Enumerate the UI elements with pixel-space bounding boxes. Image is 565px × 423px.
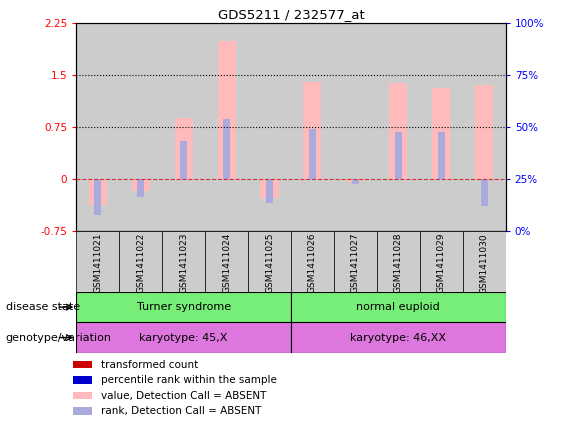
Bar: [72, 392, 92, 399]
Bar: [395, 132, 402, 179]
Bar: [72, 407, 92, 415]
Bar: [291, 292, 506, 322]
Text: GSM1411026: GSM1411026: [308, 233, 317, 294]
Bar: [205, 231, 248, 292]
Bar: [377, 231, 420, 292]
Bar: [89, 179, 107, 205]
Bar: [432, 88, 450, 179]
Text: percentile rank within the sample: percentile rank within the sample: [102, 375, 277, 385]
Text: GSM1411030: GSM1411030: [480, 233, 489, 294]
Bar: [205, 23, 248, 231]
Text: GSM1411023: GSM1411023: [179, 233, 188, 294]
Bar: [309, 129, 316, 179]
Bar: [389, 83, 407, 179]
Bar: [94, 179, 101, 214]
Text: GSM1411025: GSM1411025: [265, 233, 274, 294]
Bar: [334, 23, 377, 231]
Text: GSM1411021: GSM1411021: [93, 233, 102, 294]
Text: genotype/variation: genotype/variation: [6, 332, 112, 343]
Text: GSM1411024: GSM1411024: [222, 233, 231, 294]
Bar: [420, 23, 463, 231]
Bar: [346, 179, 364, 182]
Bar: [248, 231, 291, 292]
Bar: [76, 322, 291, 353]
Text: GSM1411029: GSM1411029: [437, 233, 446, 294]
Bar: [303, 82, 321, 179]
Bar: [266, 179, 273, 203]
Text: value, Detection Call = ABSENT: value, Detection Call = ABSENT: [102, 390, 267, 401]
Title: GDS5211 / 232577_at: GDS5211 / 232577_at: [218, 8, 364, 21]
Bar: [291, 322, 506, 353]
Bar: [260, 179, 279, 198]
Bar: [162, 23, 205, 231]
Bar: [377, 23, 420, 231]
Bar: [180, 141, 187, 179]
Bar: [175, 118, 193, 179]
Bar: [119, 23, 162, 231]
Bar: [132, 179, 150, 191]
Bar: [248, 23, 291, 231]
Bar: [72, 376, 92, 384]
Text: transformed count: transformed count: [102, 360, 199, 370]
Bar: [218, 41, 236, 179]
Bar: [137, 179, 144, 198]
Bar: [223, 118, 230, 179]
Bar: [76, 23, 119, 231]
Bar: [352, 179, 359, 184]
Bar: [119, 231, 162, 292]
Bar: [481, 179, 488, 206]
Bar: [72, 361, 92, 368]
Text: disease state: disease state: [6, 302, 80, 312]
Bar: [76, 292, 291, 322]
Text: normal euploid: normal euploid: [357, 302, 440, 312]
Bar: [291, 23, 334, 231]
Text: Turner syndrome: Turner syndrome: [137, 302, 231, 312]
Bar: [475, 85, 493, 179]
Bar: [420, 231, 463, 292]
Text: GSM1411028: GSM1411028: [394, 233, 403, 294]
Text: karyotype: 46,XX: karyotype: 46,XX: [350, 332, 446, 343]
Bar: [162, 231, 205, 292]
Bar: [463, 23, 506, 231]
Text: GSM1411027: GSM1411027: [351, 233, 360, 294]
Bar: [291, 231, 334, 292]
Text: rank, Detection Call = ABSENT: rank, Detection Call = ABSENT: [102, 406, 262, 416]
Bar: [334, 231, 377, 292]
Text: karyotype: 45,X: karyotype: 45,X: [140, 332, 228, 343]
Bar: [463, 231, 506, 292]
Bar: [76, 231, 119, 292]
Bar: [438, 132, 445, 179]
Text: GSM1411022: GSM1411022: [136, 233, 145, 294]
